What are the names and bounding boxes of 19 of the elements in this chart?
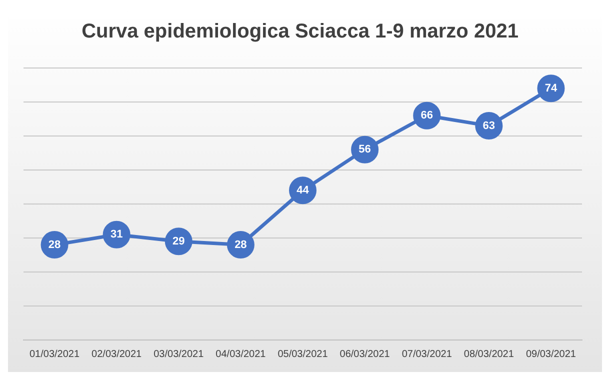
- x-tick-label: 02/03/2021: [92, 348, 142, 360]
- data-label: 63: [482, 120, 496, 132]
- x-tick-label: 06/03/2021: [340, 348, 390, 360]
- data-label: 74: [544, 82, 558, 94]
- data-label: 56: [358, 144, 371, 156]
- x-tick-label: 03/03/2021: [154, 348, 204, 360]
- data-label: 28: [48, 238, 61, 251]
- data-label: 66: [420, 110, 433, 122]
- data-label: 28: [234, 238, 247, 251]
- data-label: 31: [110, 228, 123, 241]
- data-label: 29: [172, 235, 185, 248]
- chart-title: Curva epidemiologica Sciacca 1-9 marzo 2021: [82, 20, 518, 43]
- x-tick-label: 05/03/2021: [278, 348, 328, 360]
- x-tick-label: 01/03/2021: [29, 348, 80, 360]
- data-label: 44: [296, 184, 310, 196]
- x-tick-label: 07/03/2021: [402, 348, 452, 360]
- x-tick-label: 04/03/2021: [216, 348, 266, 360]
- x-tick-label: 08/03/2021: [464, 348, 514, 360]
- x-tick-label: 09/03/2021: [526, 348, 576, 360]
